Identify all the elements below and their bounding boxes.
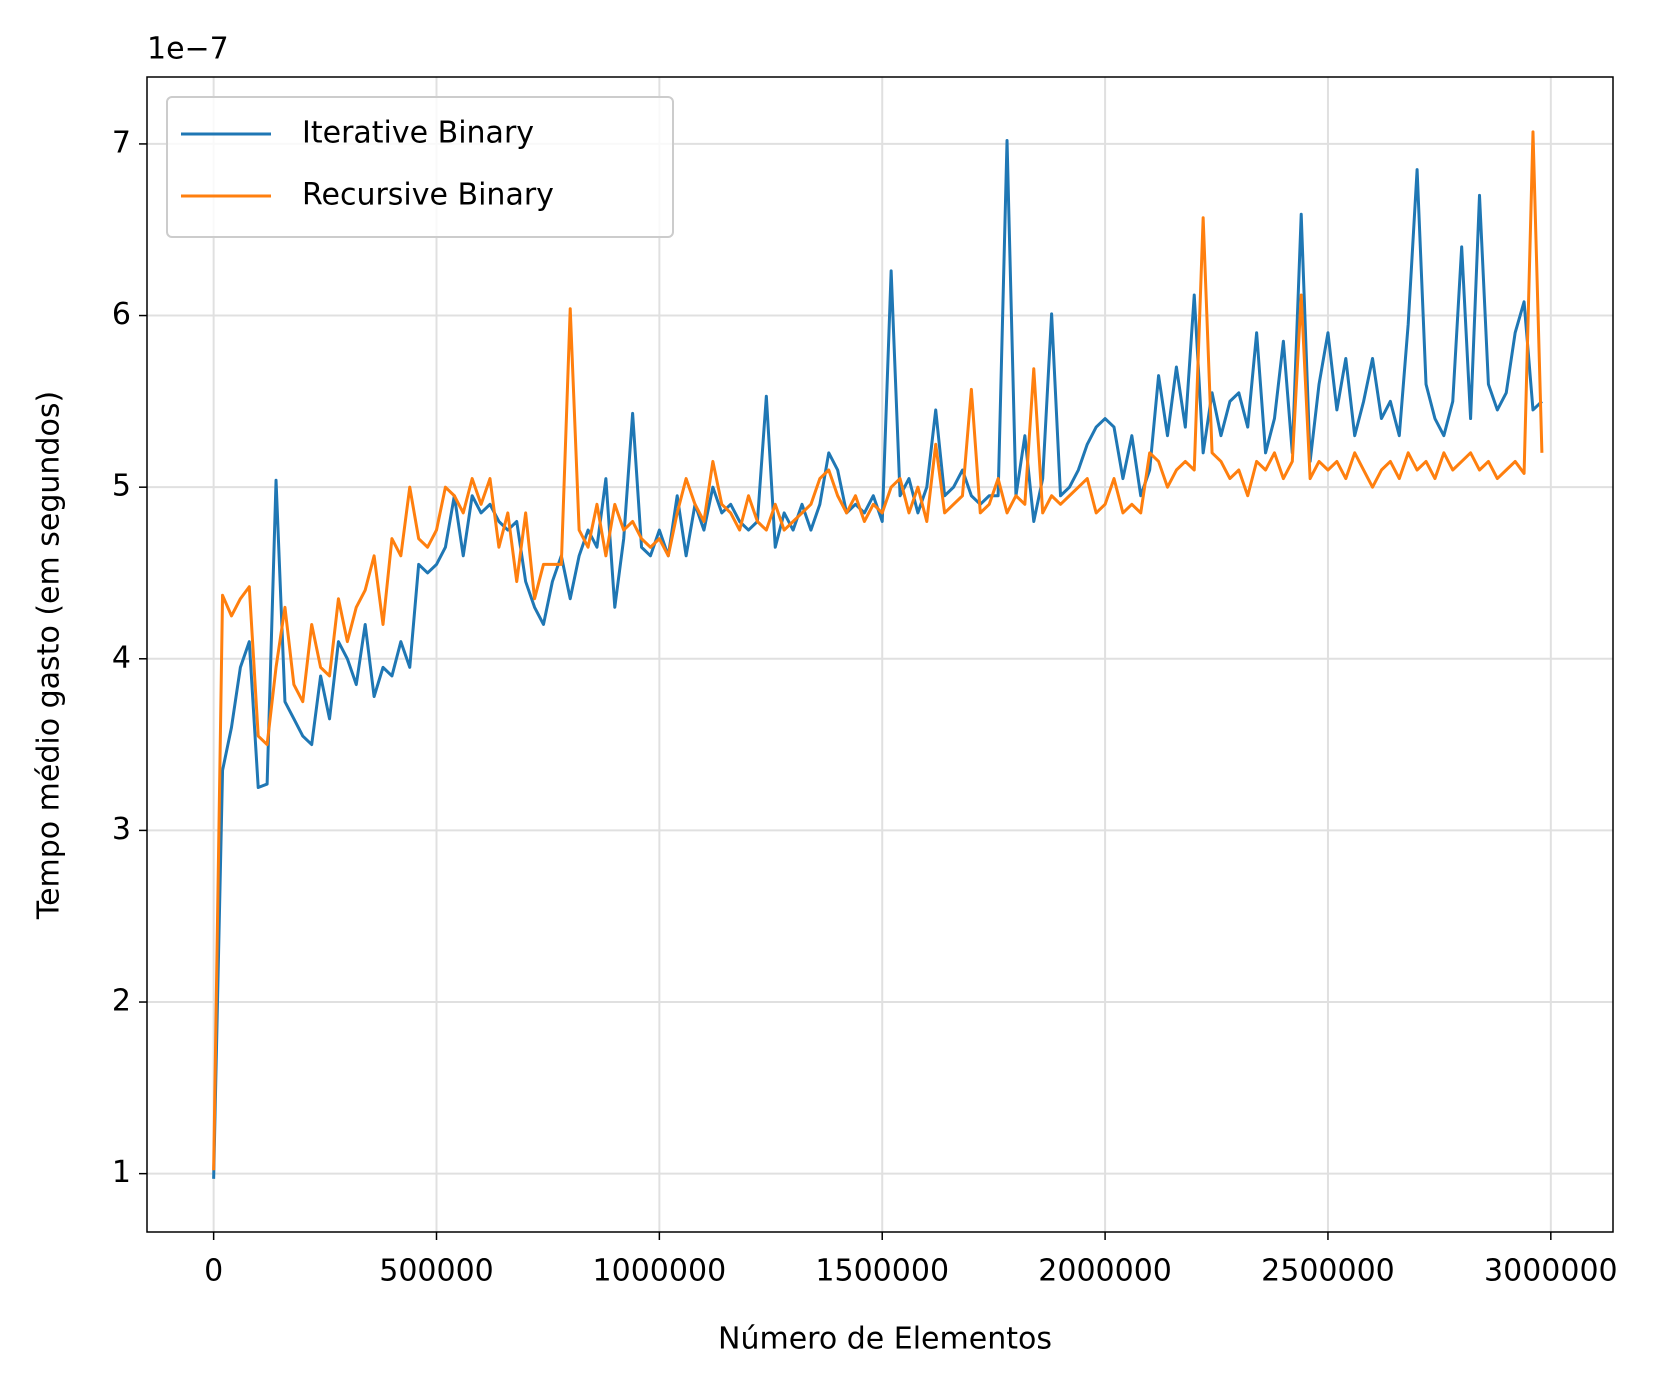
x-tick-label: 2500000 [1261,1254,1395,1289]
x-tick-label: 1500000 [815,1254,949,1289]
y-tick-label: 6 [112,297,131,332]
data-line [212,130,1544,1171]
y-tick-label: 3 [112,812,131,847]
y-axis-label: Tempo médio gasto (em segundos) [32,391,67,920]
x-tick-label: 0 [204,1254,223,1289]
x-tick-label: 3000000 [1484,1254,1618,1289]
x-tick-label: 1000000 [593,1254,727,1289]
y-offset-label: 1e−7 [147,32,229,67]
y-tick-label: 1 [112,1155,131,1190]
legend-label: Recursive Binary [302,178,554,213]
y-tick-label: 2 [112,984,131,1019]
x-axis-label: Número de Elementos [718,1322,1052,1357]
axes-frame [146,76,1614,1233]
y-tick-label: 5 [112,469,131,504]
x-tick-label: 500000 [379,1254,494,1289]
x-tick-label: 2000000 [1038,1254,1172,1289]
y-tick-label: 7 [112,125,131,160]
legend-box [166,96,674,238]
y-tick-label: 4 [112,640,131,675]
legend-label: Iterative Binary [302,116,534,151]
